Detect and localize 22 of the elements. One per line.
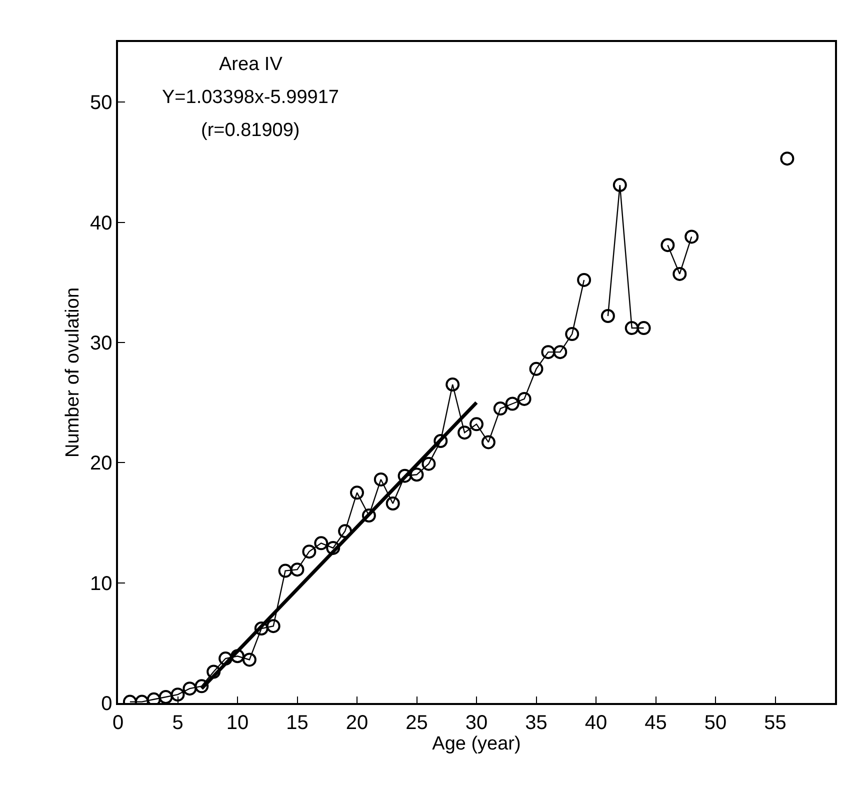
x-tick-label: 40 [584,712,608,734]
y-tick-label: 20 [90,452,112,475]
x-tick-label: 10 [226,712,249,734]
y-tick-label: 0 [101,693,112,715]
x-tick-label: 5 [172,712,184,734]
annotation: Area IV [219,54,283,75]
x-tick-label: 15 [286,712,308,734]
annotation: (r=0.81909) [201,120,300,141]
y-tick-label: 40 [90,212,112,234]
x-tick-label: 35 [525,712,548,734]
y-tick-label: 50 [90,92,112,114]
x-tick-label: 20 [346,712,368,734]
x-tick-label: 50 [704,712,727,734]
x-tick-label: 25 [406,712,428,734]
x-tick-label: 45 [644,712,667,734]
x-tick-label: 30 [465,712,488,734]
x-axis-title: Age (year) [432,734,521,755]
x-tick-label: 55 [764,712,786,734]
y-axis-title: Number of ovulation [62,287,84,458]
y-tick-label: 10 [90,572,112,595]
annotation: Y=1.03398x-5.99917 [162,87,339,108]
y-tick-label: 30 [90,332,112,354]
